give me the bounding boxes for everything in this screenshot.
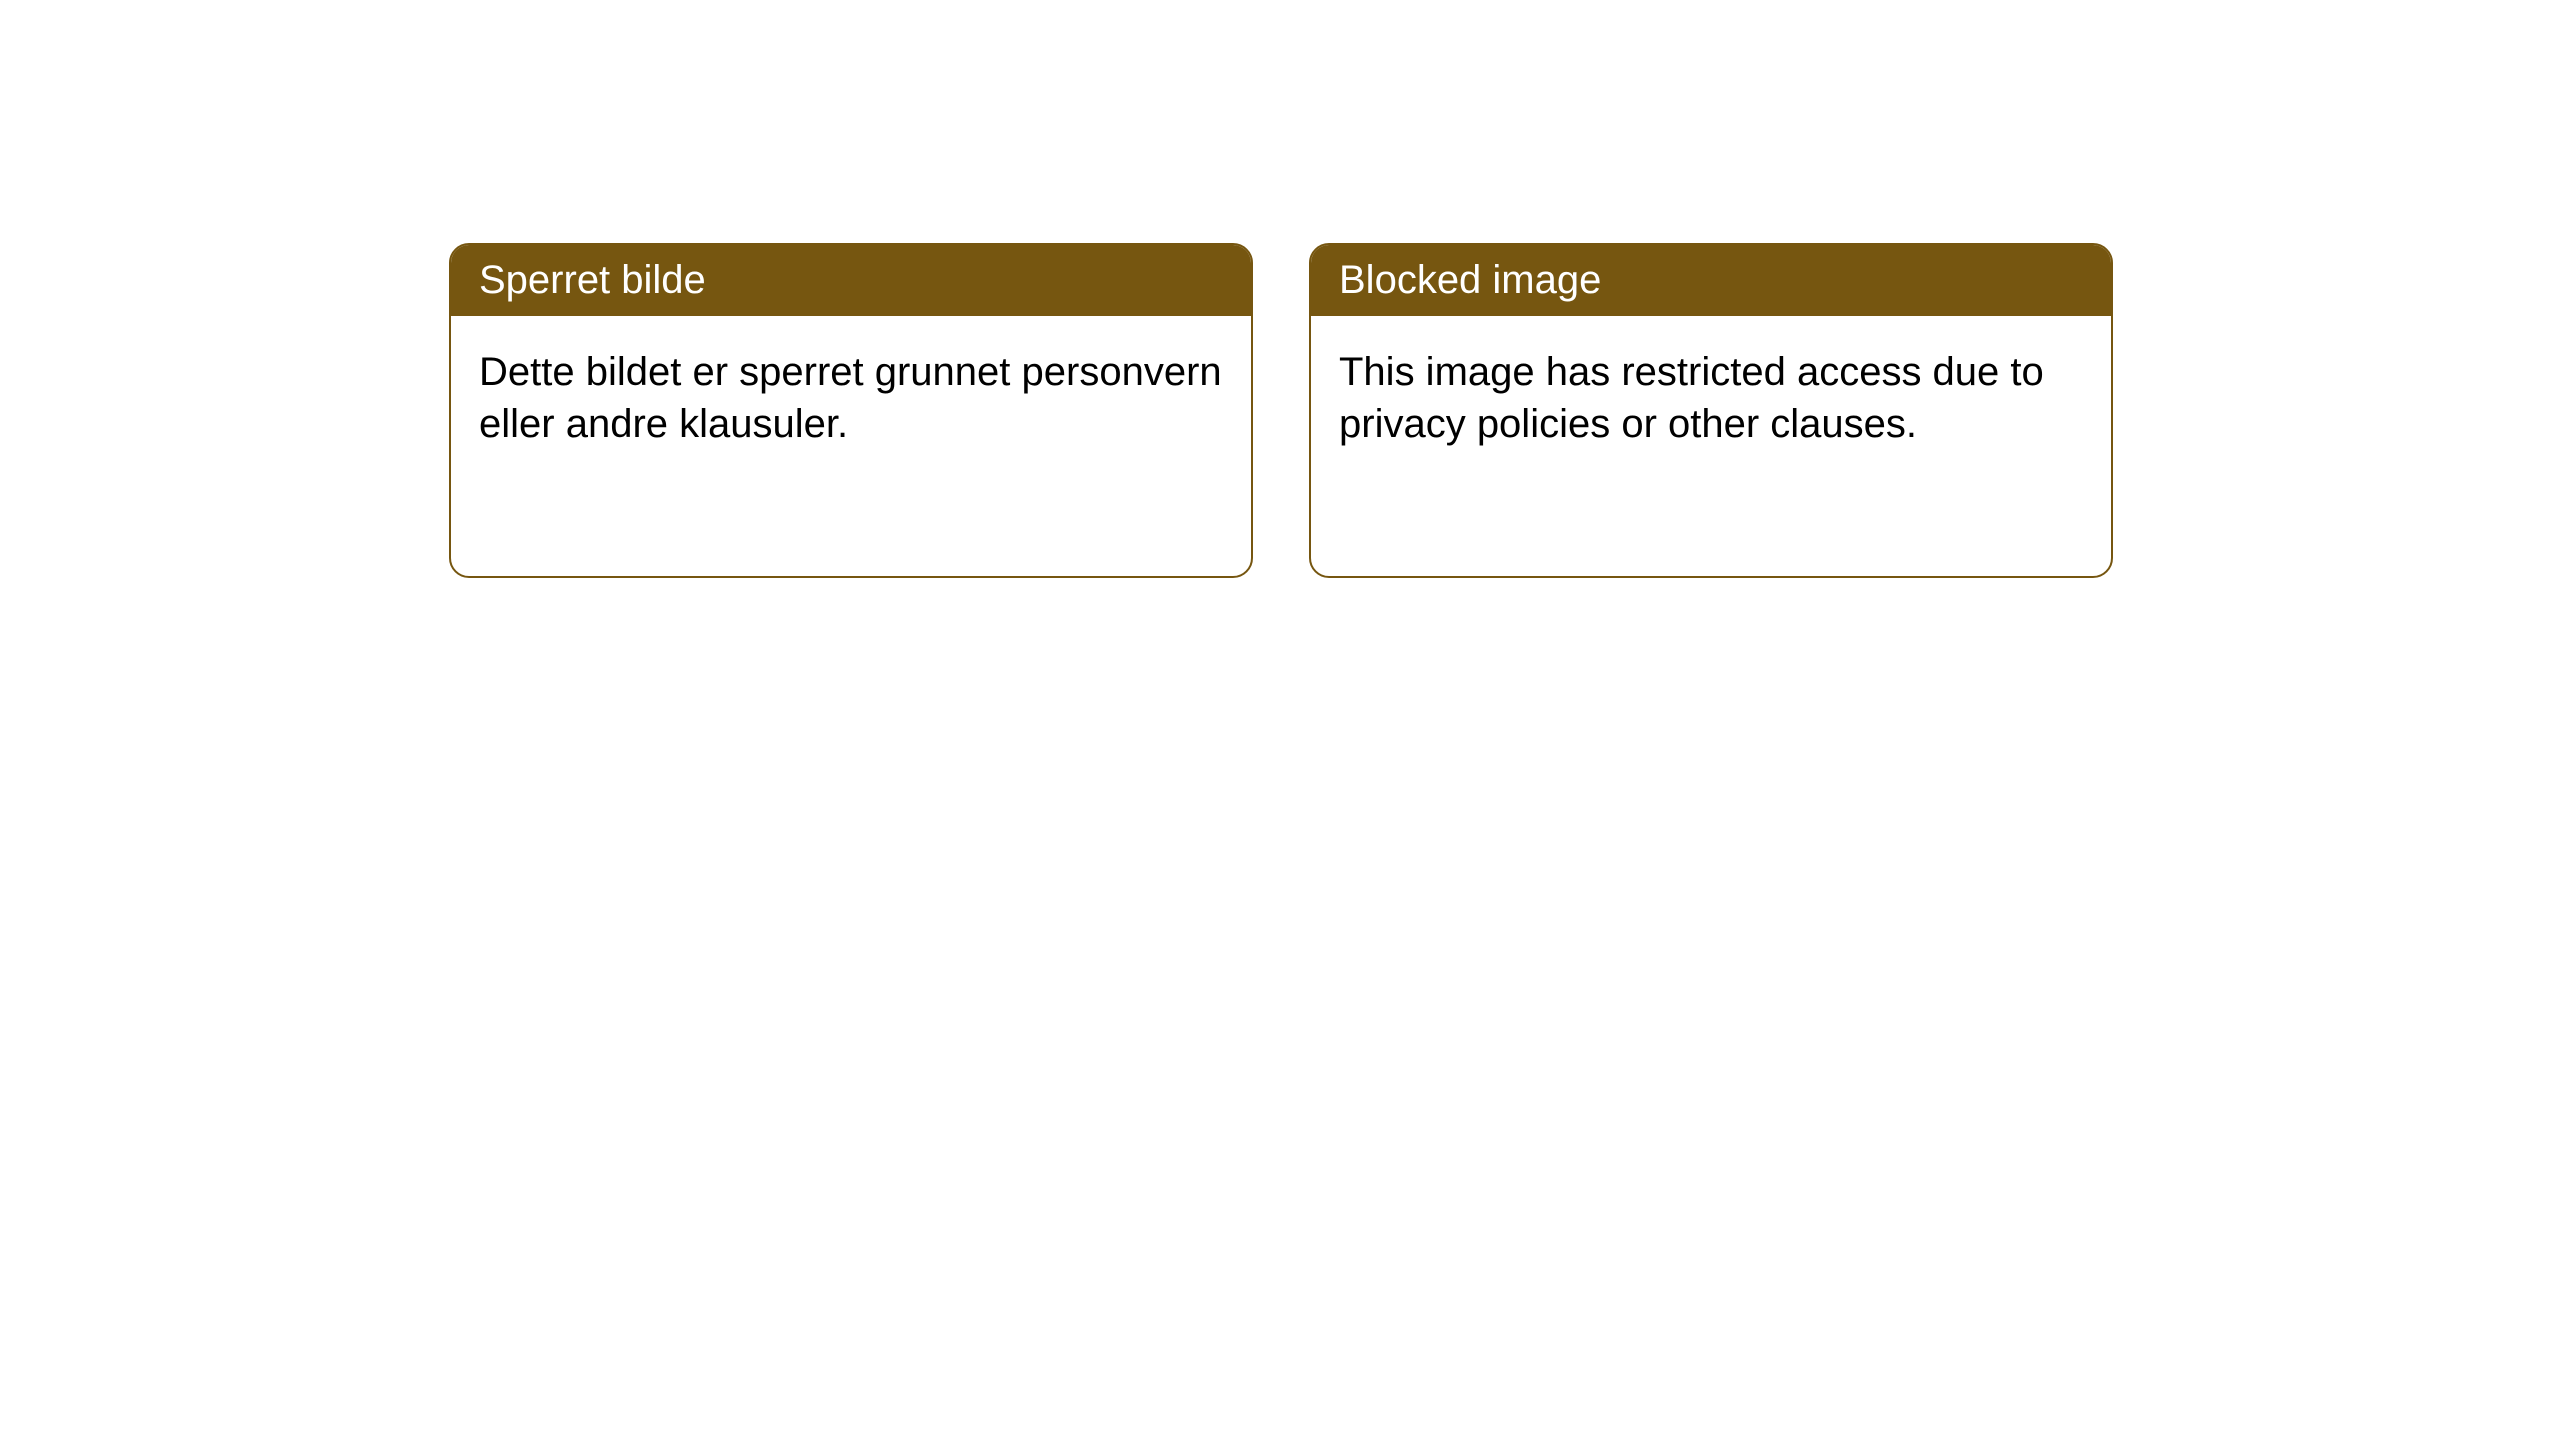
notice-header-en: Blocked image xyxy=(1311,245,2111,316)
notice-title-no: Sperret bilde xyxy=(479,258,706,302)
notice-container: Sperret bilde Dette bildet er sperret gr… xyxy=(0,0,2560,578)
notice-card-no: Sperret bilde Dette bildet er sperret gr… xyxy=(449,243,1253,578)
notice-text-no: Dette bildet er sperret grunnet personve… xyxy=(479,350,1222,446)
notice-text-en: This image has restricted access due to … xyxy=(1339,350,2044,446)
notice-body-no: Dette bildet er sperret grunnet personve… xyxy=(451,316,1251,480)
notice-card-en: Blocked image This image has restricted … xyxy=(1309,243,2113,578)
notice-header-no: Sperret bilde xyxy=(451,245,1251,316)
notice-title-en: Blocked image xyxy=(1339,258,1601,302)
notice-body-en: This image has restricted access due to … xyxy=(1311,316,2111,480)
